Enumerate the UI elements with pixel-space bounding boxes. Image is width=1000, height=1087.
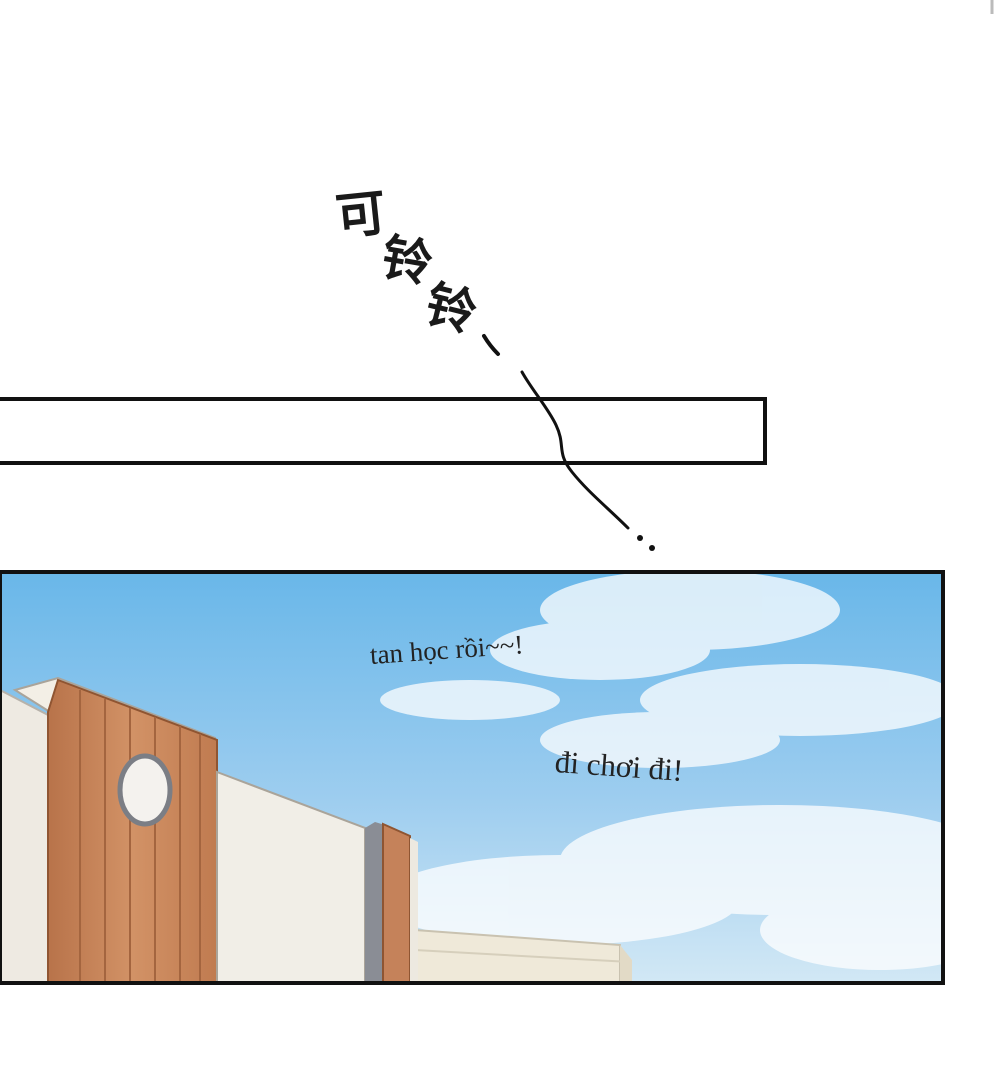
school-sky-panel [0,572,943,983]
sound-effect-char-1: 可 [333,183,389,247]
sound-effect-char-2: 铃 [377,228,437,294]
panel-border [0,570,945,985]
sound-trail-line [520,370,630,530]
empty-panel-top [0,397,767,465]
